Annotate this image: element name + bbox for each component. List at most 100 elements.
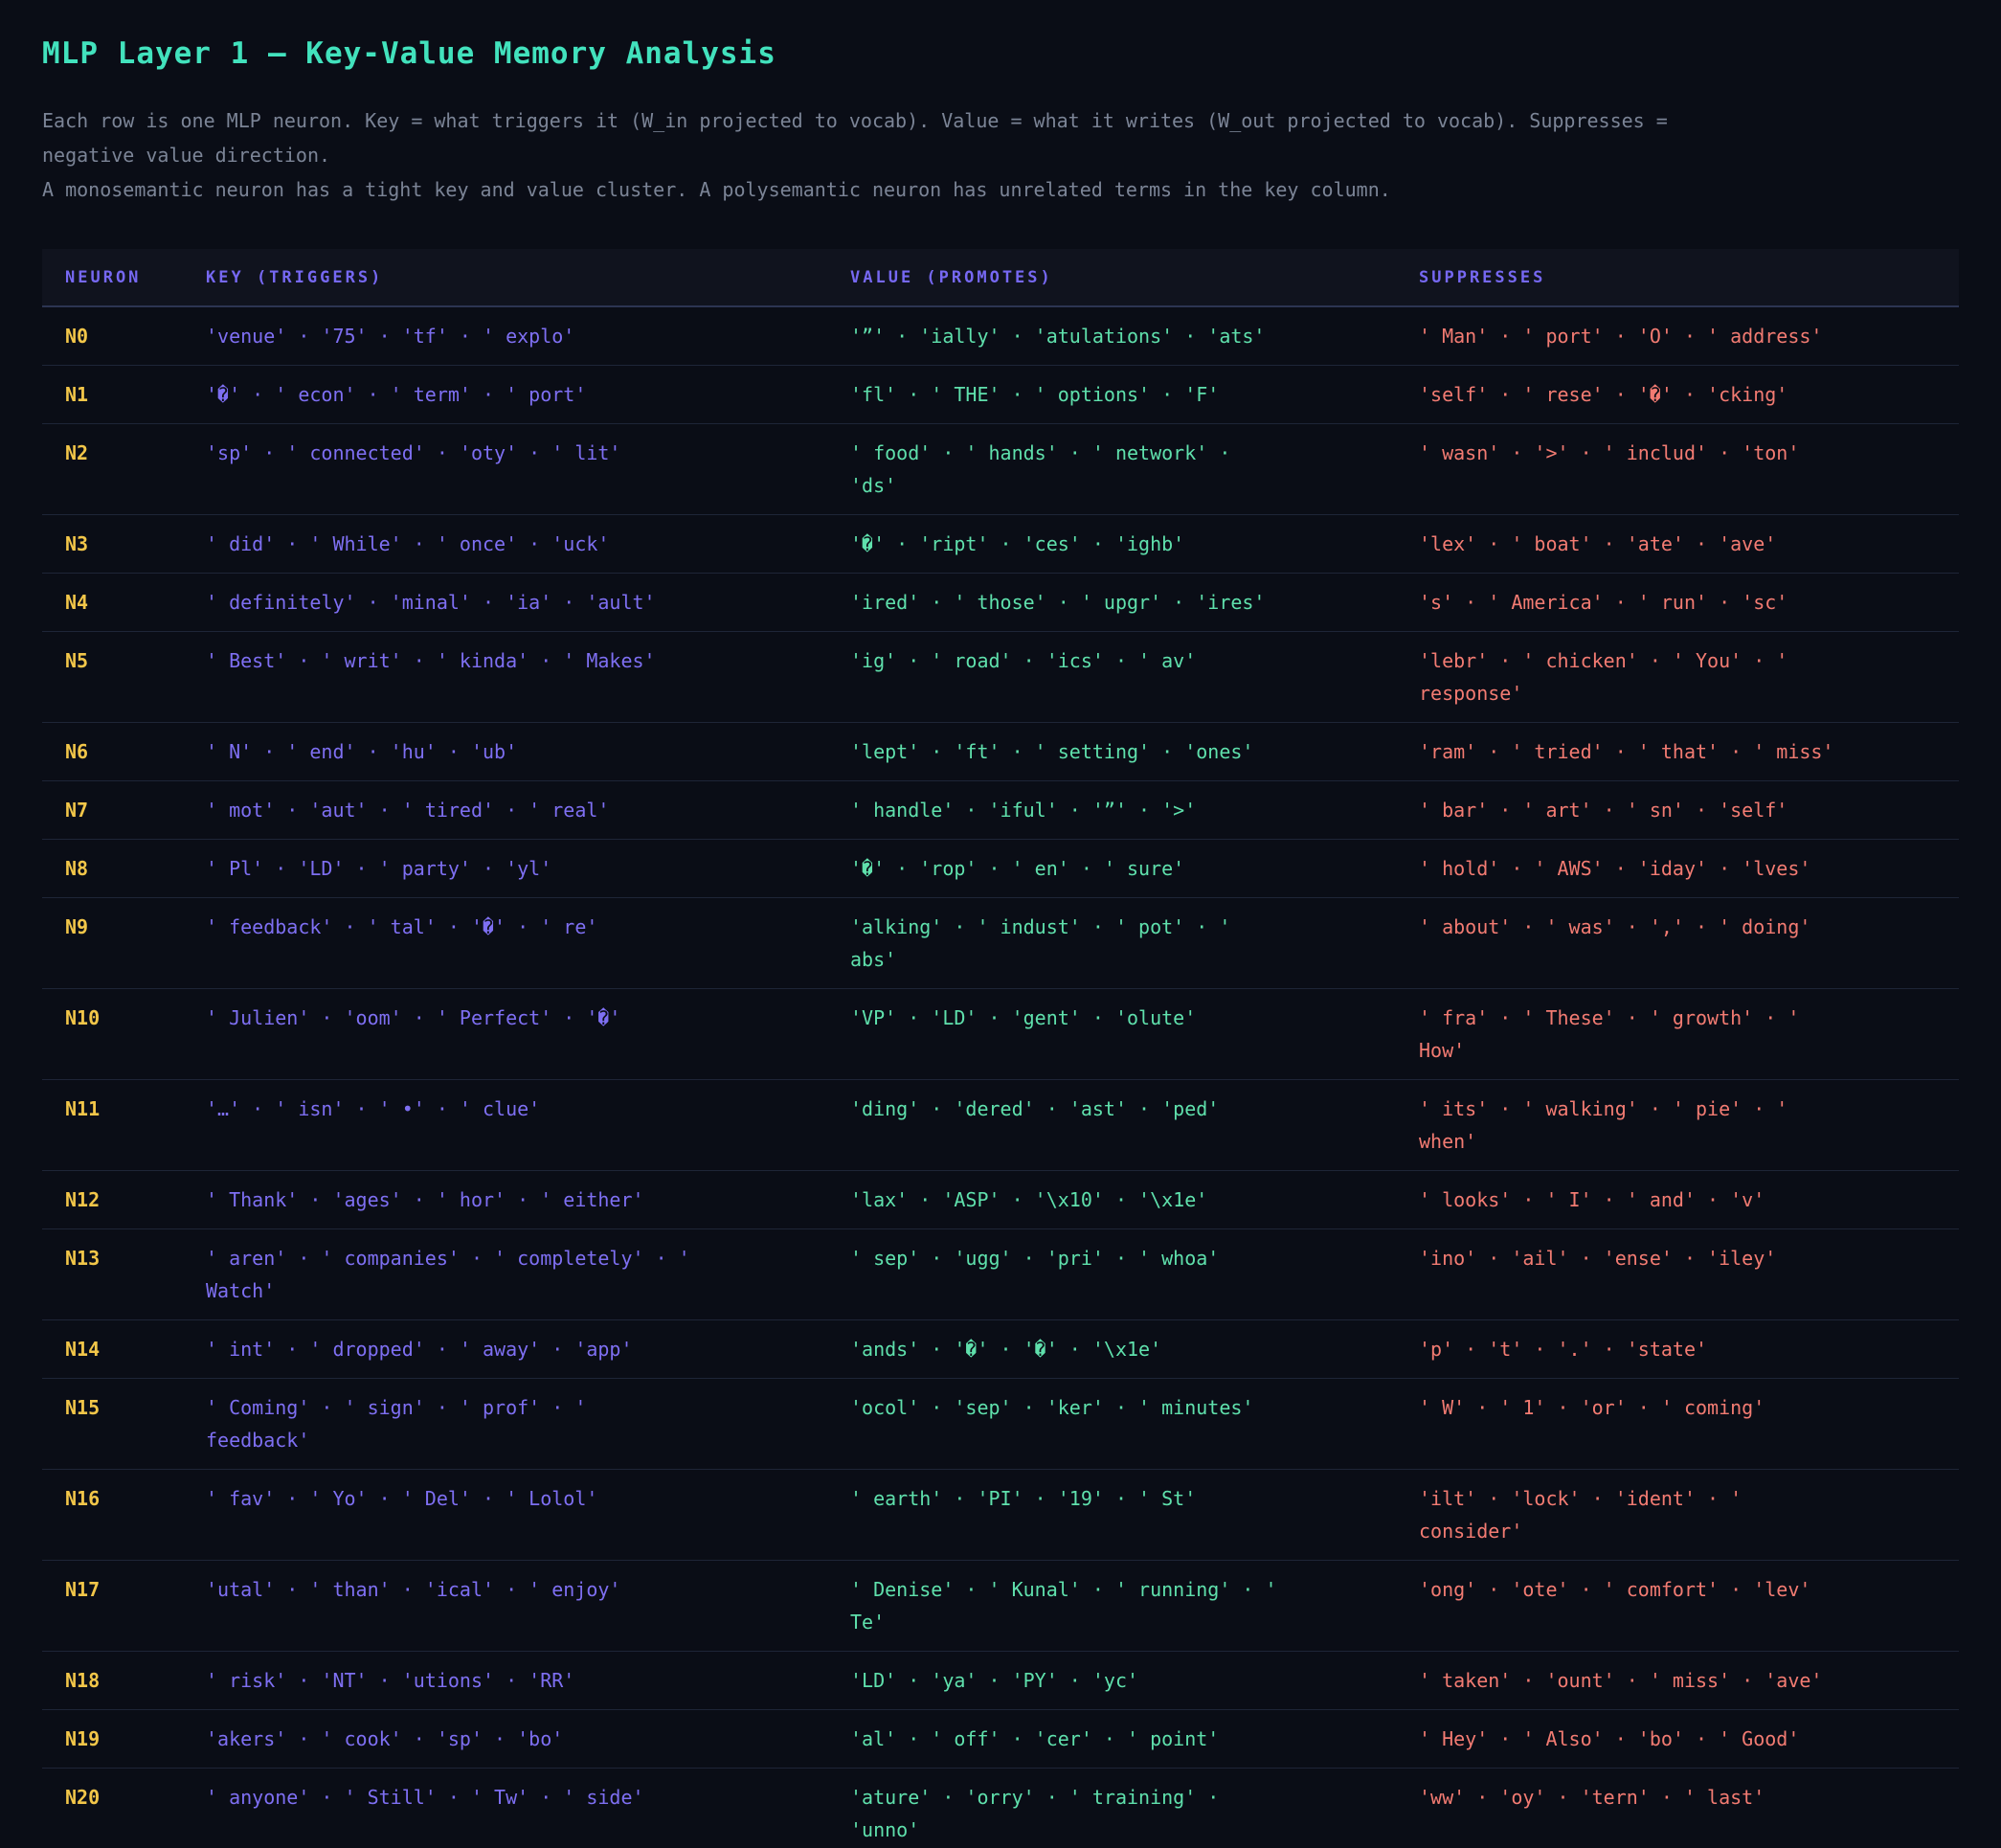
table-row: N15 ' Coming' · ' sign' · ' prof' · ' fee…: [42, 1378, 1959, 1470]
value-cell: 'alking' · ' indust' · ' pot' · ' abs': [850, 897, 1419, 989]
key-cell: 'venue' · '75' · 'tf' · ' explo': [206, 306, 850, 366]
neuron-id: N15: [42, 1378, 206, 1470]
suppresses-cell: 'p' · 't' · '.' · 'state': [1419, 1319, 1959, 1379]
neuron-id: N6: [42, 722, 206, 781]
suppresses-cell: 'lex' · ' boat' · 'ate' · 'ave': [1419, 514, 1959, 574]
table-header: NEURON KEY (TRIGGERS) VALUE (PROMOTES) S…: [42, 249, 1959, 307]
neuron-id: N18: [42, 1651, 206, 1710]
suppresses-cell: ' W' · ' 1' · 'or' · ' coming': [1419, 1378, 1959, 1470]
key-cell: ' N' · ' end' · 'hu' · 'ub': [206, 722, 850, 781]
table-row: N1 '�' · ' econ' · ' term' · ' port''fl' …: [42, 365, 1959, 424]
value-cell: 'ired' · ' those' · ' upgr' · 'ires': [850, 573, 1419, 632]
column-header-suppresses: SUPPRESSES: [1419, 249, 1959, 307]
key-cell: 'sp' · ' connected' · 'oty' · ' lit': [206, 423, 850, 515]
neuron-id: N14: [42, 1319, 206, 1379]
value-cell: 'VP' · 'LD' · 'gent' · 'olute': [850, 988, 1419, 1080]
key-cell: ' Thank' · 'ages' · ' hor' · ' either': [206, 1170, 850, 1229]
neuron-id: N4: [42, 573, 206, 632]
suppresses-cell: ' Man' · ' port' · 'O' · ' address': [1419, 306, 1959, 366]
table-row: N5 ' Best' · ' writ' · ' kinda' · ' Makes…: [42, 631, 1959, 723]
suppresses-cell: ' its' · ' walking' · ' pie' · ' when': [1419, 1079, 1959, 1171]
key-cell: ' did' · ' While' · ' once' · 'uck': [206, 514, 850, 574]
value-cell: ' food' · ' hands' · ' network' · 'ds': [850, 423, 1419, 515]
suppresses-cell: ' about' · ' was' · ',' · ' doing': [1419, 897, 1959, 989]
suppresses-cell: ' taken' · 'ount' · ' miss' · 'ave': [1419, 1651, 1959, 1710]
neuron-id: N17: [42, 1560, 206, 1652]
table-row: N0'venue' · '75' · 'tf' · ' explo' '”' · …: [42, 306, 1959, 366]
table-row: N17'utal' · ' than' · 'ical' · ' enjoy' '…: [42, 1560, 1959, 1652]
value-cell: 'lax' · 'ASP' · '\x10' · '\x1e': [850, 1170, 1419, 1229]
suppresses-cell: ' bar' · ' art' · ' sn' · 'self': [1419, 780, 1959, 840]
suppresses-cell: 'ong' · 'ote' · ' comfort' · 'lev': [1419, 1560, 1959, 1652]
neuron-id: N0: [42, 306, 206, 366]
value-cell: 'lept' · 'ft' · ' setting' · 'ones': [850, 722, 1419, 781]
value-cell: '�' · 'ript' · 'ces' · 'ighb': [850, 514, 1419, 574]
value-cell: 'ands' · '�' · '�' · '\x1e': [850, 1319, 1419, 1379]
suppresses-cell: 'ww' · 'oy' · 'tern' · ' last': [1419, 1768, 1959, 1848]
value-cell: ' handle' · 'iful' · '”' · '>': [850, 780, 1419, 840]
suppresses-cell: 'lebr' · ' chicken' · ' You' · ' respons…: [1419, 631, 1959, 723]
suppresses-cell: 'ino' · 'ail' · 'ense' · 'iley': [1419, 1228, 1959, 1320]
table-row: N13 ' aren' · ' companies' · ' completely…: [42, 1228, 1959, 1320]
page-title: MLP Layer 1 — Key-Value Memory Analysis: [42, 36, 776, 71]
intro-line-1: Each row is one MLP neuron. Key = what t…: [42, 109, 1668, 167]
table-row: N14 ' int' · ' dropped' · ' away' · 'app'…: [42, 1319, 1959, 1379]
key-cell: '�' · ' econ' · ' term' · ' port': [206, 365, 850, 424]
table-row: N20 ' anyone' · ' Still' · ' Tw' · ' side…: [42, 1768, 1959, 1848]
table-row: N12 ' Thank' · 'ages' · ' hor' · ' either…: [42, 1170, 1959, 1229]
key-cell: ' anyone' · ' Still' · ' Tw' · ' side': [206, 1768, 850, 1848]
key-cell: ' mot' · 'aut' · ' tired' · ' real': [206, 780, 850, 840]
value-cell: ' earth' · 'PI' · '19' · ' St': [850, 1469, 1419, 1561]
suppresses-cell: ' Hey' · ' Also' · 'bo' · ' Good': [1419, 1709, 1959, 1769]
suppresses-cell: ' looks' · ' I' · ' and' · 'v': [1419, 1170, 1959, 1229]
intro-line-2: A monosemantic neuron has a tight key an…: [42, 178, 1391, 201]
value-cell: ' sep' · 'ugg' · 'pri' · ' whoa': [850, 1228, 1419, 1320]
suppresses-cell: 'ram' · ' tried' · ' that' · ' miss': [1419, 722, 1959, 781]
neuron-id: N5: [42, 631, 206, 723]
intro-text: Each row is one MLP neuron. Key = what t…: [42, 103, 1727, 207]
suppresses-cell: 'self' · ' rese' · '�' · 'cking': [1419, 365, 1959, 424]
column-header-value: VALUE (PROMOTES): [850, 249, 1419, 307]
key-cell: ' risk' · 'NT' · 'utions' · 'RR': [206, 1651, 850, 1710]
neuron-id: N16: [42, 1469, 206, 1561]
neuron-id: N11: [42, 1079, 206, 1171]
table-row: N4 ' definitely' · 'minal' · 'ia' · 'ault…: [42, 573, 1959, 632]
neuron-id: N13: [42, 1228, 206, 1320]
table-row: N3 ' did' · ' While' · ' once' · 'uck' '�'…: [42, 514, 1959, 574]
value-cell: 'ocol' · 'sep' · 'ker' · ' minutes': [850, 1378, 1419, 1470]
key-cell: ' Pl' · 'LD' · ' party' · 'yl': [206, 839, 850, 898]
key-cell: ' Best' · ' writ' · ' kinda' · ' Makes': [206, 631, 850, 723]
neuron-id: N7: [42, 780, 206, 840]
neuron-id: N20: [42, 1768, 206, 1848]
value-cell: 'ature' · 'orry' · ' training' · 'unno': [850, 1768, 1419, 1848]
suppresses-cell: 'ilt' · 'lock' · 'ident' · ' consider': [1419, 1469, 1959, 1561]
value-cell: 'ig' · ' road' · 'ics' · ' av': [850, 631, 1419, 723]
value-cell: ' Denise' · ' Kunal' · ' running' · ' Te…: [850, 1560, 1419, 1652]
key-cell: ' fav' · ' Yo' · ' Del' · ' Lolol': [206, 1469, 850, 1561]
neuron-id: N12: [42, 1170, 206, 1229]
key-cell: ' Julien' · 'oom' · ' Perfect' · '�': [206, 988, 850, 1080]
suppresses-cell: ' wasn' · '>' · ' includ' · 'ton': [1419, 423, 1959, 515]
table-row: N6 ' N' · ' end' · 'hu' · 'ub''lept' · 'f…: [42, 722, 1959, 781]
key-cell: ' aren' · ' companies' · ' completely' ·…: [206, 1228, 850, 1320]
key-cell: ' feedback' · ' tal' · '�' · ' re': [206, 897, 850, 989]
neuron-table-body: N0'venue' · '75' · 'tf' · ' explo' '”' · …: [42, 306, 1959, 1848]
suppresses-cell: ' fra' · ' These' · ' growth' · ' How': [1419, 988, 1959, 1080]
table-row: N16 ' fav' · ' Yo' · ' Del' · ' Lolol' ' e…: [42, 1469, 1959, 1561]
table-row: N10 ' Julien' · 'oom' · ' Perfect' · '�' '…: [42, 988, 1959, 1080]
value-cell: 'al' · ' off' · 'cer' · ' point': [850, 1709, 1419, 1769]
table-row: N11 '…' · ' isn' · ' •' · ' clue''ding' ·…: [42, 1079, 1959, 1171]
neuron-table: NEURON KEY (TRIGGERS) VALUE (PROMOTES) S…: [42, 249, 1959, 1848]
table-row: N2'sp' · ' connected' · 'oty' · ' lit' ' …: [42, 423, 1959, 515]
neuron-id: N19: [42, 1709, 206, 1769]
table-row: N18 ' risk' · 'NT' · 'utions' · 'RR' 'LD' …: [42, 1651, 1959, 1710]
value-cell: 'fl' · ' THE' · ' options' · 'F': [850, 365, 1419, 424]
suppresses-cell: 's' · ' America' · ' run' · 'sc': [1419, 573, 1959, 632]
key-cell: 'utal' · ' than' · 'ical' · ' enjoy': [206, 1560, 850, 1652]
value-cell: '”' · 'ially' · 'atulations' · 'ats': [850, 306, 1419, 366]
neuron-id: N8: [42, 839, 206, 898]
value-cell: 'LD' · 'ya' · 'PY' · 'yc': [850, 1651, 1419, 1710]
neuron-id: N1: [42, 365, 206, 424]
table-row: N19'akers' · ' cook' · 'sp' · 'bo''al' ·…: [42, 1709, 1959, 1769]
neuron-id: N3: [42, 514, 206, 574]
